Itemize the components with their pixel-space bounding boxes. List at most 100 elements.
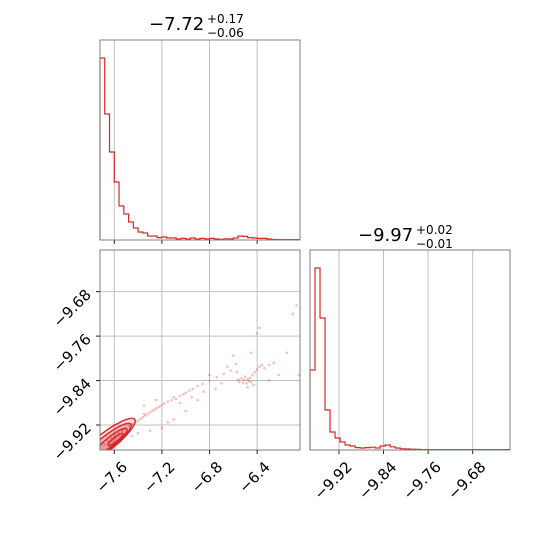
scatter-point — [262, 367, 266, 370]
density-contour — [100, 422, 132, 450]
scatter-point — [166, 400, 170, 403]
right-x-tick-label: −9.68 — [444, 458, 489, 503]
scatter-point — [246, 385, 249, 389]
top-panel-frame — [99, 39, 301, 241]
scatter-point — [214, 387, 217, 391]
top-histogram-steps — [99, 57, 300, 241]
scatter-point — [267, 379, 271, 382]
right-panel-frame — [309, 249, 511, 451]
scatter-point — [236, 378, 240, 381]
scatter-point — [255, 332, 259, 335]
scatter-point — [121, 429, 124, 433]
mid-y-tick-label: −9.84 — [50, 375, 95, 420]
scatter-point — [255, 368, 259, 371]
scatter-point — [249, 380, 253, 384]
mid-y-tick-label: −9.76 — [50, 330, 95, 375]
scatter-point — [248, 376, 252, 380]
scatter-point — [258, 365, 261, 368]
top-histogram-panel — [99, 39, 301, 244]
scatter-point — [162, 402, 166, 405]
scatter-point — [208, 379, 211, 382]
mid-data-layer — [100, 304, 300, 450]
scatter-point — [151, 409, 154, 412]
scatter-point — [174, 397, 178, 401]
scatter-point — [158, 405, 161, 408]
scatter-point — [166, 420, 170, 424]
scatter-point — [249, 351, 253, 355]
mid-panel-frame — [99, 249, 301, 451]
right-histogram-title-value: −9.97 — [358, 225, 413, 246]
scatter-point — [251, 373, 254, 377]
top-histogram-title-value: −7.72 — [149, 14, 204, 35]
mid-x-tick-label: −7.2 — [140, 458, 178, 496]
right-histogram-title-minus: −0.01 — [416, 237, 453, 251]
scatter-point — [220, 382, 223, 385]
right-histogram-panel: −9.92 −9.84 −9.76 −9.68 — [309, 249, 511, 503]
scatter-point — [160, 426, 164, 430]
scatter-point — [142, 412, 146, 416]
top-histogram-title-plus: +0.17 — [207, 12, 244, 26]
scatter-point — [237, 380, 241, 383]
scatter-point — [136, 432, 140, 435]
scatter-point — [127, 424, 130, 427]
scatter-point — [178, 394, 182, 398]
scatter-point — [253, 370, 257, 374]
scatter-point — [247, 379, 251, 383]
scatter-point — [170, 398, 173, 402]
mid-y-tick-label: −9.68 — [50, 286, 95, 331]
scatter-point — [215, 375, 218, 379]
scatter-point — [172, 418, 176, 421]
scatter-point — [148, 429, 152, 432]
scatter-point — [232, 354, 235, 357]
scatter-point — [229, 369, 233, 372]
scatter-point — [141, 415, 145, 419]
scatter-point — [190, 395, 193, 399]
scatter-point — [222, 372, 226, 376]
scatter-point — [258, 326, 261, 330]
right-histogram-title-plus: +0.02 — [416, 223, 453, 237]
right-x-tick-label: −9.76 — [400, 458, 445, 503]
scatter-point — [196, 384, 199, 388]
right-histogram-steps — [309, 267, 510, 451]
scatter-point — [252, 383, 255, 387]
density-contour — [107, 432, 124, 447]
scatter-point — [245, 382, 248, 385]
scatter-point — [146, 412, 149, 416]
posterior-2d-panel: −7.6 −7.2 −6.8 −6.4 −9.92−9.84−9.76−9.68 — [50, 249, 301, 497]
scatter-point — [196, 398, 199, 402]
scatter-point — [153, 408, 157, 411]
scatter-point — [297, 373, 300, 377]
scatter-point — [285, 351, 289, 355]
scatter-point — [267, 363, 271, 367]
mid-x-tick-label: −7.6 — [93, 458, 131, 496]
scatter-point — [143, 414, 147, 417]
scatter-point — [187, 389, 191, 392]
scatter-point — [182, 393, 185, 396]
right-x-tick-label: −9.84 — [355, 458, 400, 503]
scatter-point — [291, 312, 295, 316]
scatter-point — [191, 387, 195, 391]
scatter-point — [242, 378, 246, 382]
scatter-point — [246, 378, 249, 381]
scatter-point — [148, 410, 152, 414]
mid-x-tick-label: −6.8 — [188, 458, 226, 496]
scatter-point — [184, 409, 188, 413]
scatter-point — [154, 398, 158, 402]
scatter-point — [142, 404, 146, 407]
scatter-point — [103, 443, 107, 446]
scatter-point — [241, 381, 245, 385]
scatter-point — [243, 375, 247, 378]
scatter-point — [235, 370, 239, 374]
scatter-point — [160, 403, 164, 407]
scatter-point — [234, 362, 238, 366]
mid-y-tick-label: −9.92 — [50, 419, 95, 464]
scatter-point — [184, 391, 188, 395]
scatter-point — [139, 417, 142, 421]
right-x-tick-label: −9.92 — [310, 458, 355, 503]
scatter-point — [260, 363, 264, 367]
scatter-point — [240, 377, 243, 380]
scatter-point — [172, 395, 176, 399]
scatter-point — [277, 373, 280, 377]
scatter-point — [295, 304, 298, 307]
